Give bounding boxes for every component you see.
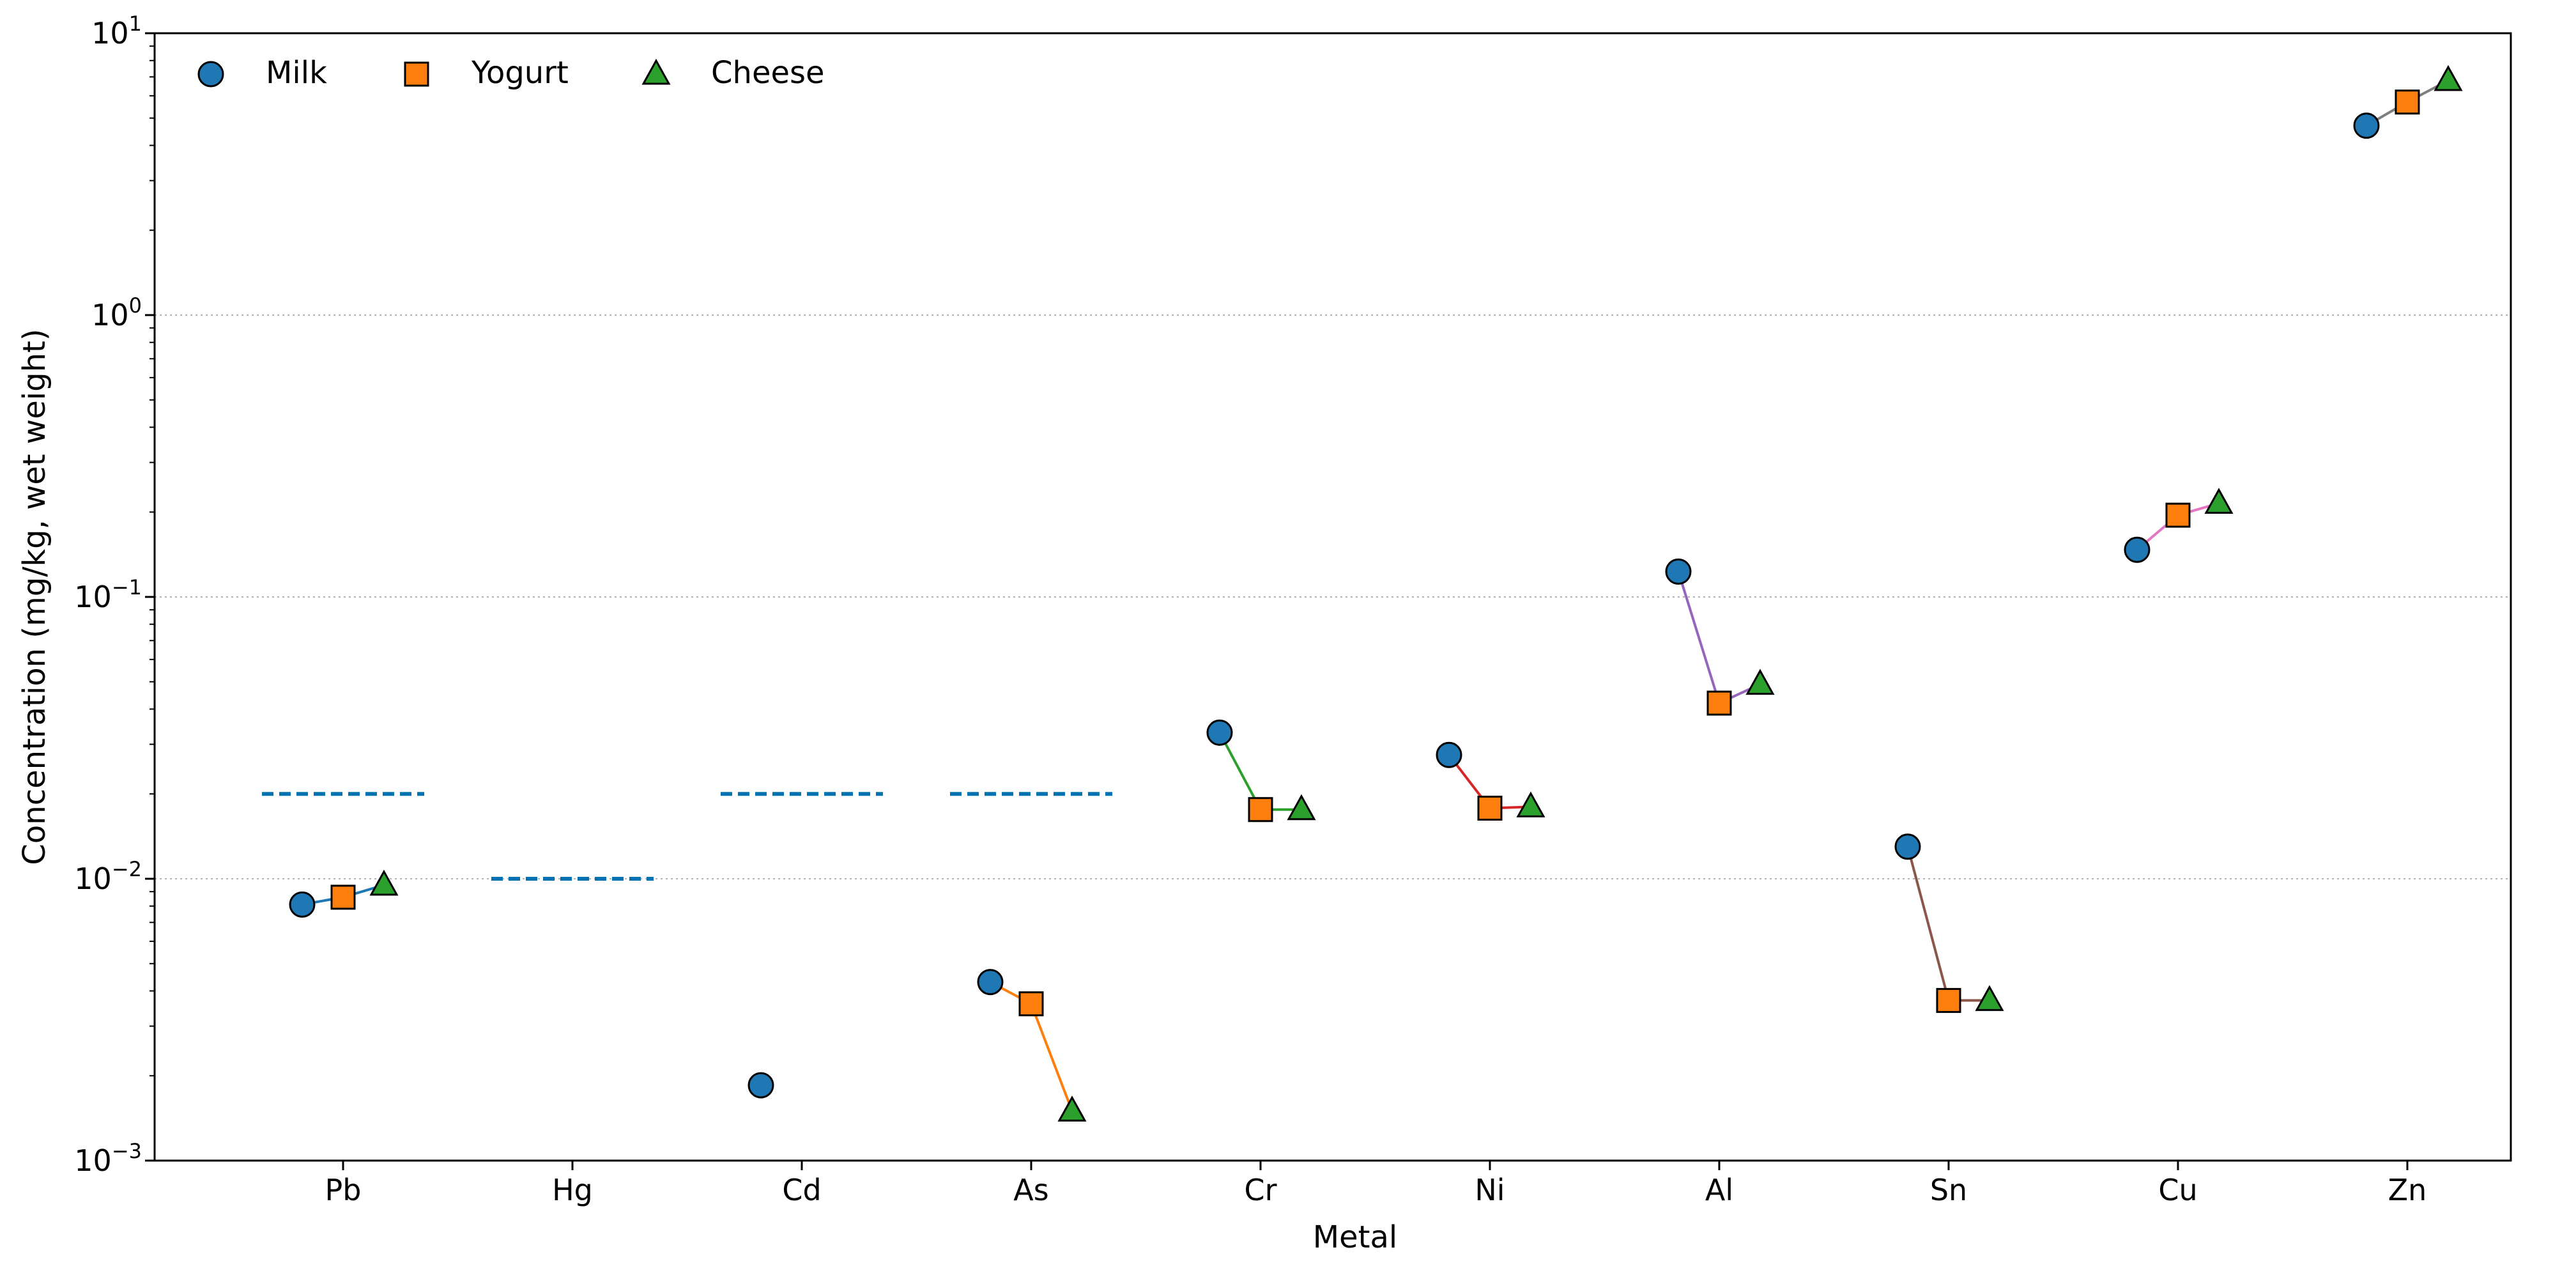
data-point-cheese — [1975, 985, 2004, 1011]
data-point-milk — [1206, 719, 1233, 746]
x-tick-label: Al — [1705, 1173, 1733, 1207]
x-tick-label: Sn — [1930, 1173, 1967, 1207]
data-point-cheese — [2434, 65, 2463, 91]
x-tick-label: Zn — [2388, 1173, 2427, 1207]
data-point-yogurt — [2165, 502, 2191, 528]
data-point-yogurt — [1018, 991, 1044, 1017]
legend-label: Cheese — [711, 55, 825, 91]
data-point-milk — [2353, 112, 2380, 139]
y-tick-label: 10−1 — [74, 575, 142, 614]
data-point-milk — [1665, 558, 1692, 585]
x-tick-label: As — [1013, 1173, 1048, 1207]
data-point-milk — [747, 1072, 774, 1099]
data-point-yogurt — [1936, 987, 1961, 1013]
legend-marker-yogurt — [404, 61, 429, 87]
y-tick-label: 10−3 — [74, 1139, 142, 1178]
data-point-milk — [977, 969, 1004, 996]
data-point-cheese — [1745, 668, 1775, 695]
x-axis: Pb Hg Cd As Cr Ni Al Sn Cu Zn — [325, 1161, 2427, 1207]
y-tick-label: 101 — [91, 12, 142, 50]
data-point-yogurt — [330, 885, 356, 910]
legend-marker-milk — [197, 61, 224, 88]
data-point-yogurt — [2395, 89, 2420, 115]
legend-marker-cheese — [641, 58, 671, 85]
data-point-milk — [1436, 741, 1462, 768]
x-tick-label: Ni — [1475, 1173, 1505, 1207]
x-tick-label: Cu — [2158, 1173, 2197, 1207]
data-point-cheese — [1057, 1095, 1087, 1122]
legend: Milk Yogurt Cheese — [197, 55, 825, 91]
data-point-cheese — [2204, 488, 2234, 514]
legend-label: Yogurt — [471, 55, 569, 91]
data-markers — [289, 65, 2463, 1122]
legend-entry: Cheese — [641, 55, 825, 91]
legend-entry: Yogurt — [404, 55, 569, 91]
data-point-milk — [289, 891, 316, 918]
y-tick-label: 10−2 — [74, 857, 142, 896]
data-point-cheese — [1516, 791, 1545, 817]
data-point-milk — [1894, 833, 1921, 860]
legend-label: Milk — [266, 55, 327, 91]
legend-entry: Milk — [197, 55, 327, 91]
data-point-milk — [2124, 536, 2150, 563]
x-tick-label: Hg — [552, 1173, 593, 1207]
data-point-yogurt — [1477, 796, 1503, 821]
x-tick-label: Cr — [1244, 1173, 1276, 1207]
data-point-cheese — [1287, 794, 1316, 821]
x-axis-title: Metal — [1313, 1219, 1398, 1255]
y-tick-label: 100 — [91, 293, 142, 332]
data-point-cheese — [369, 869, 399, 896]
y-axis: 10−3 10−2 10−1 100 101 — [74, 12, 155, 1178]
x-tick-label: Pb — [325, 1173, 362, 1207]
x-tick-label: Cd — [782, 1173, 821, 1207]
grid-lines — [155, 314, 2511, 879]
limit-lines — [262, 792, 1112, 881]
y-axis-title: Concentration (mg/kg, wet weight) — [17, 328, 52, 865]
data-point-yogurt — [1706, 690, 1732, 716]
data-point-yogurt — [1248, 797, 1273, 823]
